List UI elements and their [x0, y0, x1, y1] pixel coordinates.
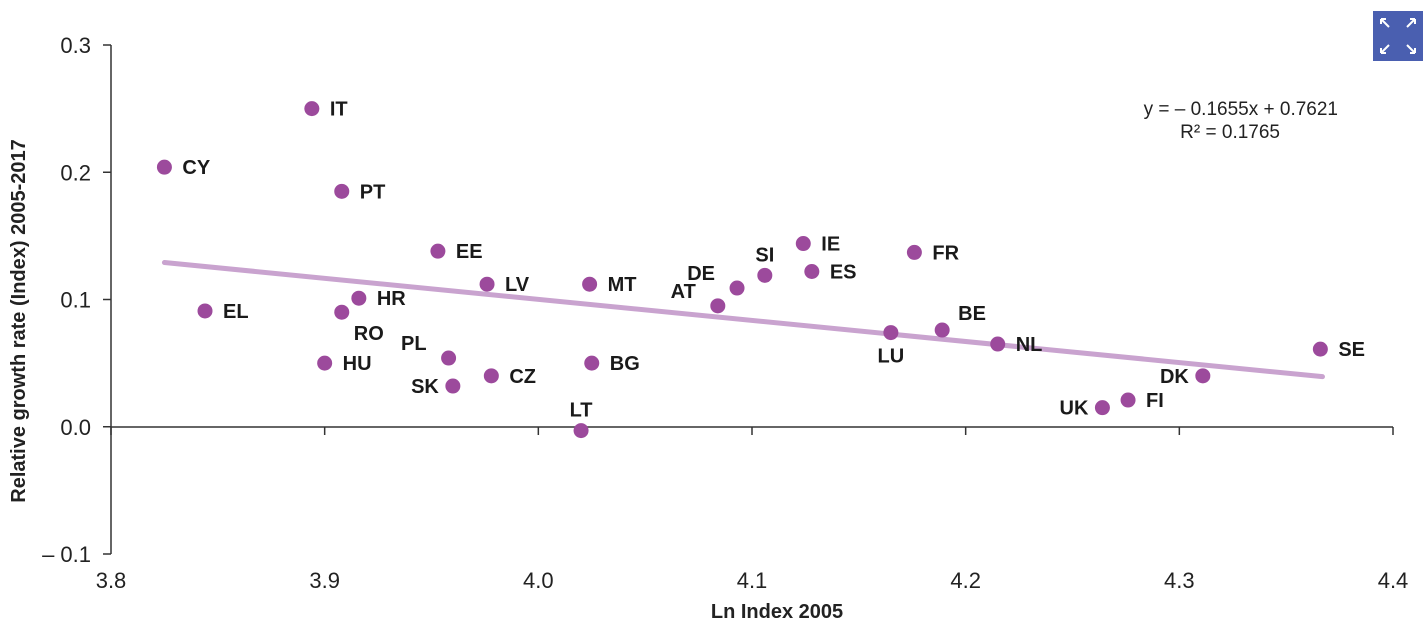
point-label-lv: LV: [505, 274, 530, 296]
point-label-cy: CY: [182, 157, 210, 179]
y-tick-label: 0.0: [60, 415, 91, 440]
point-label-cz: CZ: [509, 366, 536, 388]
data-point-bg: [584, 355, 600, 371]
data-point-es: [804, 264, 820, 280]
data-point-hu: [317, 355, 333, 371]
r-squared: R² = 0.1765: [1180, 122, 1280, 143]
point-label-lu: LU: [878, 346, 905, 368]
y-tick-label: 0.1: [60, 288, 91, 313]
x-tick-label: 4.0: [523, 568, 554, 593]
x-tick-label: 4.4: [1378, 568, 1409, 593]
data-point-nl: [990, 336, 1006, 352]
point-label-se: SE: [1338, 339, 1365, 361]
point-label-ro: RO: [354, 323, 384, 345]
data-point-be: [934, 322, 950, 338]
axes-layer: 0.3 0.2 0.1 0.0 – 0.13.8 3.9 4.0 4.1 4.2 4.3 4.4: [42, 33, 1408, 593]
x-axis-title: Ln Index 2005: [711, 601, 843, 623]
point-label-nl: NL: [1016, 334, 1043, 356]
point-label-ee: EE: [456, 241, 483, 263]
data-point-cy: [156, 159, 172, 175]
data-point-lt: [573, 423, 589, 439]
y-tick-label: 0.3: [60, 33, 91, 58]
data-point-pl: [441, 350, 457, 366]
data-point-lv: [479, 276, 495, 292]
point-label-ie: IE: [821, 234, 840, 256]
point-label-es: ES: [830, 262, 857, 284]
point-label-de: DE: [687, 263, 715, 285]
point-label-fi: FI: [1146, 390, 1164, 412]
trendline: [161, 260, 1325, 380]
point-label-hr: HR: [377, 288, 406, 310]
y-axis-title: Relative growth rate (Index) 2005-2017: [8, 139, 30, 502]
data-point-ee: [430, 243, 446, 259]
x-tick-label: 4.3: [1164, 568, 1195, 593]
point-label-el: EL: [223, 301, 249, 323]
point-label-be: BE: [958, 303, 986, 325]
x-tick-label: 3.9: [309, 568, 340, 593]
data-point-el: [197, 303, 213, 319]
point-label-bg: BG: [610, 353, 640, 375]
point-label-at: AT: [671, 281, 696, 303]
point-label-pt: PT: [360, 181, 386, 203]
data-point-de: [729, 280, 745, 296]
point-label-lt: LT: [570, 400, 593, 422]
data-point-it: [304, 101, 320, 117]
data-point-ie: [795, 236, 811, 252]
point-label-dk: DK: [1160, 366, 1189, 388]
data-point-si: [757, 267, 773, 283]
points-layer: [156, 101, 1328, 439]
regression-equation: y = – 0.1655x + 0.7621: [1144, 99, 1338, 120]
point-label-pl: PL: [401, 333, 427, 355]
data-point-fi: [1120, 392, 1136, 408]
data-point-lu: [883, 325, 899, 341]
data-point-cz: [483, 368, 499, 384]
data-point-at: [710, 298, 726, 314]
expand-icon: [1373, 11, 1423, 61]
y-tick-label: – 0.1: [42, 542, 91, 567]
point-label-sk: SK: [411, 376, 439, 398]
point-label-uk: UK: [1060, 398, 1089, 420]
data-point-hr: [351, 290, 367, 306]
point-label-hu: HU: [343, 353, 372, 375]
point-label-it: IT: [330, 99, 348, 121]
point-label-mt: MT: [608, 274, 637, 296]
data-point-mt: [582, 276, 598, 292]
x-tick-label: 4.1: [737, 568, 768, 593]
x-tick-label: 4.2: [950, 568, 981, 593]
data-point-pt: [334, 183, 350, 199]
data-point-fr: [906, 244, 922, 260]
data-point-dk: [1195, 368, 1211, 384]
y-tick-label: 0.2: [60, 160, 91, 185]
data-point-sk: [445, 378, 461, 394]
data-point-se: [1312, 341, 1328, 357]
expand-button[interactable]: [1373, 11, 1423, 61]
data-point-uk: [1094, 400, 1110, 416]
point-label-fr: FR: [932, 242, 959, 264]
point-label-si: SI: [755, 244, 774, 266]
x-tick-label: 3.8: [96, 568, 127, 593]
data-point-ro: [334, 304, 350, 320]
